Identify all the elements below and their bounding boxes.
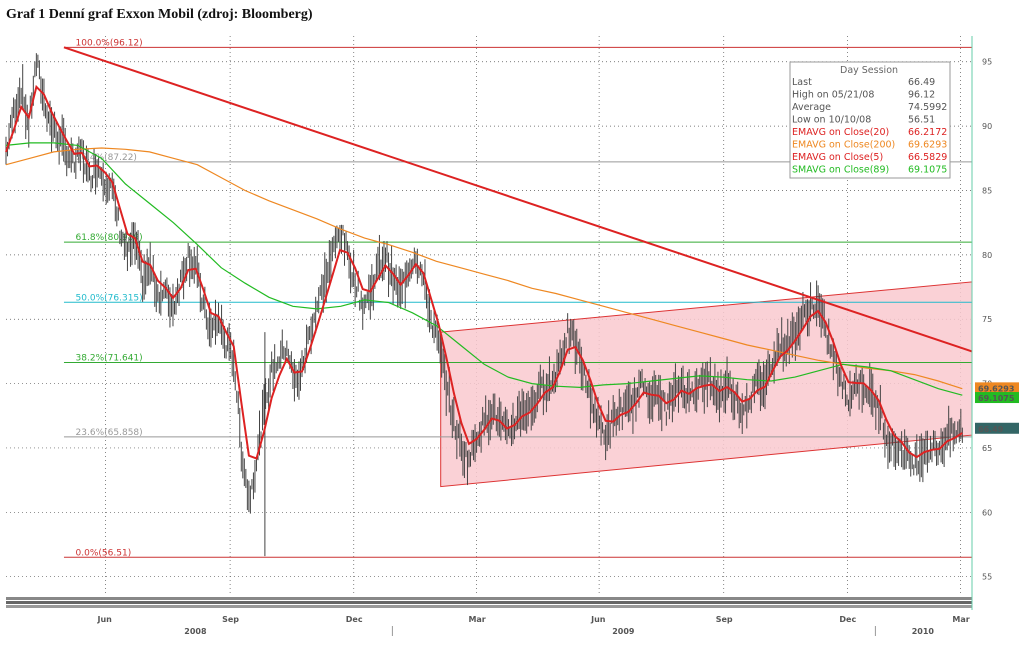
legend-entry-label: High on 05/21/08 bbox=[792, 90, 874, 101]
legend-entry-label: EMAVG on Close(20) bbox=[792, 127, 889, 138]
legend-entry-value: 66.2172 bbox=[908, 127, 947, 138]
x-month-label: Dec bbox=[346, 615, 363, 624]
y-tick-label: 85 bbox=[982, 186, 992, 195]
y-tick-label: 75 bbox=[982, 315, 992, 324]
regression-channel bbox=[440, 281, 973, 488]
price-bars bbox=[5, 53, 963, 557]
bottom-strip bbox=[6, 597, 972, 600]
fib-level-label: 100.0%(96.12) bbox=[76, 38, 143, 48]
y-tick-label: 65 bbox=[982, 444, 992, 453]
ema20-line bbox=[5, 84, 963, 460]
price-tag-label: 69.1075 bbox=[978, 394, 1015, 403]
legend-entry-label: Low on 10/10/08 bbox=[792, 115, 871, 126]
legend-entry-label: Last bbox=[792, 77, 812, 88]
price-tag-box bbox=[975, 422, 1019, 434]
price-tag-label: 66.49 bbox=[978, 425, 1004, 434]
x-month-label: Dec bbox=[839, 615, 856, 624]
x-month-label: Mar bbox=[468, 615, 485, 624]
x-month-label: Jun bbox=[590, 615, 606, 624]
legend-entry-value: 66.49 bbox=[908, 77, 935, 88]
bottom-strip bbox=[6, 605, 972, 608]
legend-entry-label: EMAVG on Close(5) bbox=[792, 152, 883, 163]
legend-entry-label: EMAVG on Close(200) bbox=[792, 140, 895, 151]
x-month-label: Sep bbox=[716, 615, 733, 624]
bottom-strip bbox=[6, 601, 972, 604]
x-month-label: Sep bbox=[222, 615, 239, 624]
fib-level-label: 23.6%(65.858) bbox=[76, 428, 143, 438]
legend-entry-value: 56.51 bbox=[908, 115, 935, 126]
x-month-label: Jun bbox=[96, 615, 112, 624]
y-tick-label: 95 bbox=[982, 58, 992, 67]
downtrend-line bbox=[63, 46, 973, 353]
legend-entry-label: Average bbox=[792, 102, 831, 113]
ema200-line bbox=[5, 147, 963, 390]
price-tag-label: 69.6293 bbox=[978, 384, 1014, 393]
y-tick-label: 80 bbox=[982, 251, 992, 260]
fib-level-label: 0.0%(56.51) bbox=[76, 548, 132, 558]
fib-level-label: 61.8%(80.989) bbox=[76, 233, 143, 243]
x-year-label: 2010 bbox=[912, 627, 935, 636]
y-tick-label: 90 bbox=[982, 122, 992, 131]
legend-frame bbox=[789, 61, 951, 179]
legend-entry-label: SMAVG on Close(89) bbox=[792, 165, 889, 176]
moving-averages bbox=[5, 84, 963, 460]
y-tick-label: 55 bbox=[982, 573, 992, 582]
legend-entry-value: 69.6293 bbox=[908, 140, 947, 151]
price-tag-box bbox=[975, 392, 1019, 404]
legend-entry-value: 96.12 bbox=[908, 90, 935, 101]
fib-level-label: 50.0%(76.315) bbox=[76, 293, 143, 303]
legend-entry-value: 74.5992 bbox=[908, 102, 947, 113]
channel-band bbox=[440, 281, 973, 488]
x-year-label: 2008 bbox=[184, 627, 207, 636]
price-tag-box bbox=[975, 382, 1019, 394]
legend-box: Day Session Last 66.49 High on 05/21/08 96.1… bbox=[789, 61, 951, 179]
axes: 959085807570656055JunSepDecMarJunSepDecM… bbox=[6, 36, 992, 636]
legend-entry-value: 69.1075 bbox=[908, 165, 947, 176]
trend-line bbox=[63, 46, 973, 353]
fib-level-label: 38.2%(71.641) bbox=[76, 353, 143, 363]
legend-entry-value: 66.5829 bbox=[908, 152, 947, 163]
legend-title: Day Session bbox=[840, 65, 898, 76]
x-month-label: Mar bbox=[952, 615, 969, 624]
x-year-label: 2009 bbox=[612, 627, 635, 636]
chart-title: Graf 1 Denní graf Exxon Mobil (zdroj: Bl… bbox=[6, 7, 313, 22]
fib-level-label: 76.4%(87.22) bbox=[76, 153, 137, 163]
sma89-line bbox=[5, 142, 963, 396]
y-tick-label: 60 bbox=[982, 508, 992, 517]
